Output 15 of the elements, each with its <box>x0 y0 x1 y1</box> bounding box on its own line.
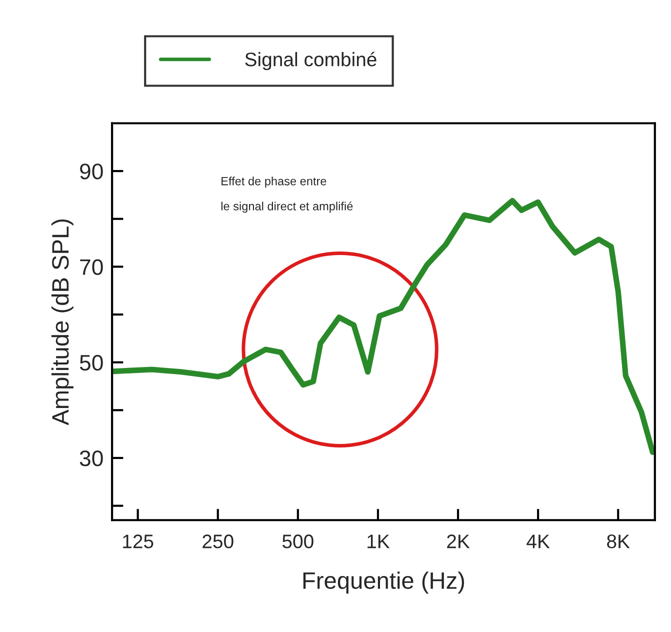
x-tick-label: 1K <box>368 534 390 548</box>
y-tick-label: 70 <box>80 259 103 275</box>
x-tick-label: 500 <box>282 534 314 548</box>
x-tick-label: 250 <box>202 534 234 548</box>
x-tick-label: 125 <box>123 534 154 548</box>
x-tick-label: 4K <box>526 534 550 548</box>
y-axis-title: Amplitude (dB SPL) <box>51 219 74 426</box>
x-axis-title: Frequentie (Hz) <box>303 572 464 594</box>
x-tick-label: 8K <box>607 534 630 548</box>
x-tick-label: 2K <box>447 534 470 548</box>
legend-label: Signal combiné <box>245 52 376 70</box>
y-tick-label: 30 <box>80 450 103 466</box>
y-tick-label: 90 <box>80 164 103 180</box>
annotation: Effet de phase entre le signal direct et amplifié <box>221 176 353 213</box>
y-tick-label: 50 <box>80 354 103 371</box>
